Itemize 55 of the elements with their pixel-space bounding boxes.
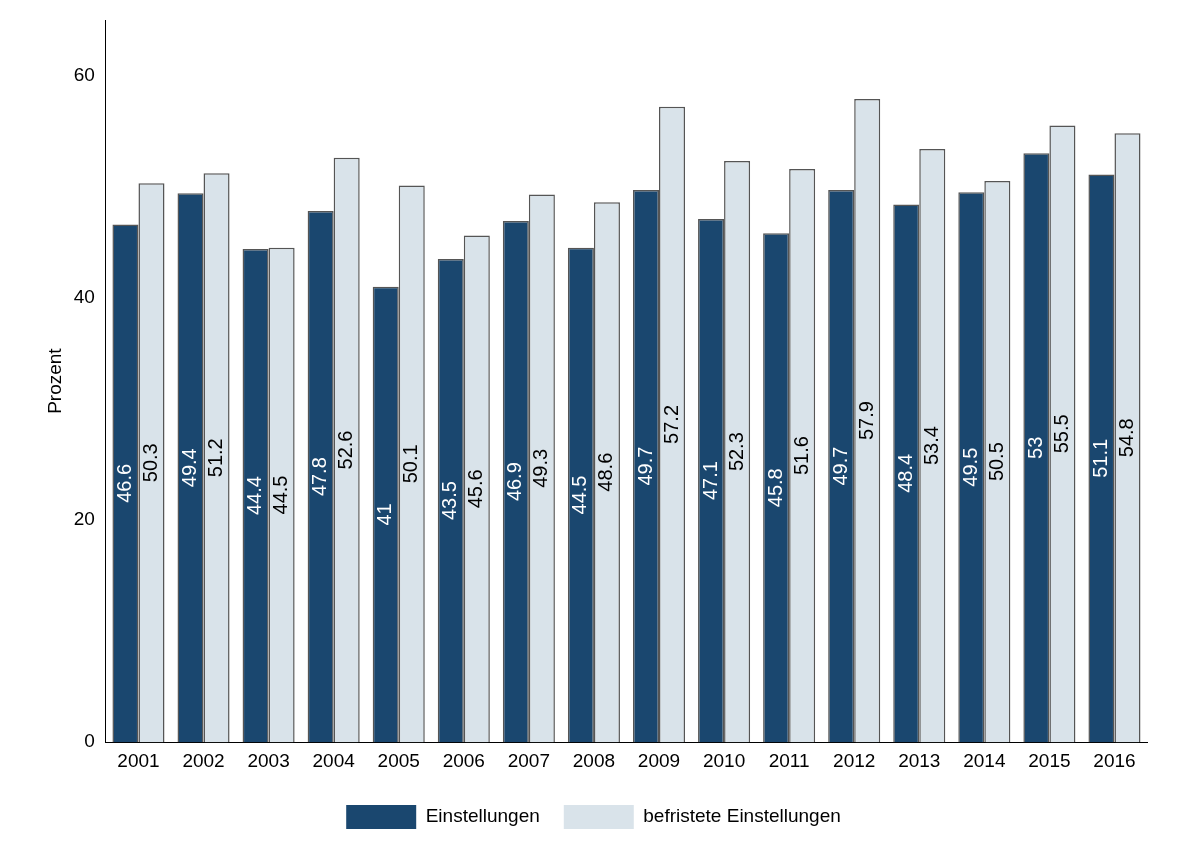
data-label: 49.3 — [529, 448, 552, 488]
y-tick-label: 60 — [73, 63, 95, 85]
data-label: 44.5 — [269, 475, 292, 515]
data-label: 47.1 — [698, 461, 721, 501]
legend-label: befristete Einstellungen — [643, 805, 841, 827]
data-label: 46.6 — [112, 463, 135, 503]
data-label: 49.5 — [958, 447, 981, 487]
data-label: 47.8 — [308, 457, 331, 497]
x-tick-label: 2005 — [377, 749, 420, 771]
x-tick-label: 2014 — [963, 749, 1006, 771]
data-label: 53.4 — [919, 426, 942, 466]
data-label: 43.5 — [438, 481, 461, 521]
x-tick-label: 2012 — [833, 749, 876, 771]
data-label: 44.4 — [243, 476, 266, 516]
x-tick-label: 2016 — [1093, 749, 1136, 771]
data-label: 50.1 — [399, 444, 422, 484]
x-tick-label: 2002 — [182, 749, 225, 771]
x-tick-label: 2004 — [312, 749, 356, 771]
data-label: 50.5 — [984, 442, 1007, 482]
x-tick-label: 2011 — [768, 749, 810, 771]
data-label: 45.6 — [464, 469, 487, 509]
y-axis-title: Prozent — [43, 347, 65, 414]
x-tick-label: 2003 — [247, 749, 290, 771]
data-label: 51.1 — [1088, 438, 1111, 478]
legend-label: Einstellungen — [425, 805, 540, 827]
x-tick-label: 2010 — [702, 749, 746, 771]
y-tick-label: 20 — [73, 508, 95, 530]
data-label: 41 — [373, 503, 396, 526]
data-label: 57.9 — [854, 401, 877, 441]
data-label: 51.2 — [204, 438, 227, 478]
x-tick-label: 2001 — [117, 749, 160, 771]
data-label: 46.9 — [503, 462, 526, 502]
data-label: 49.4 — [178, 448, 201, 488]
x-tick-label: 2013 — [898, 749, 941, 771]
data-label: 48.4 — [893, 453, 916, 493]
data-label: 51.6 — [789, 436, 812, 476]
data-label: 54.8 — [1115, 418, 1137, 458]
data-label: 57.2 — [659, 404, 682, 444]
data-label: 53 — [1023, 436, 1046, 459]
data-label: 49.7 — [633, 446, 656, 486]
data-label: 55.5 — [1049, 414, 1072, 454]
x-tick-label: 2015 — [1028, 749, 1071, 771]
x-tick-label: 2006 — [442, 749, 485, 771]
data-label: 52.6 — [334, 430, 357, 470]
data-label: 45.8 — [763, 468, 786, 508]
data-label: 48.6 — [594, 452, 617, 492]
y-tick-label: 0 — [84, 730, 95, 752]
y-tick-label: 40 — [73, 286, 95, 307]
data-label: 49.7 — [828, 446, 851, 486]
data-label: 44.5 — [568, 475, 591, 515]
x-tick-label: 2008 — [572, 749, 616, 771]
data-label: 50.3 — [139, 443, 161, 483]
x-tick-label: 2009 — [637, 749, 681, 771]
data-label: 52.3 — [724, 432, 747, 472]
x-tick-label: 2007 — [507, 749, 551, 771]
